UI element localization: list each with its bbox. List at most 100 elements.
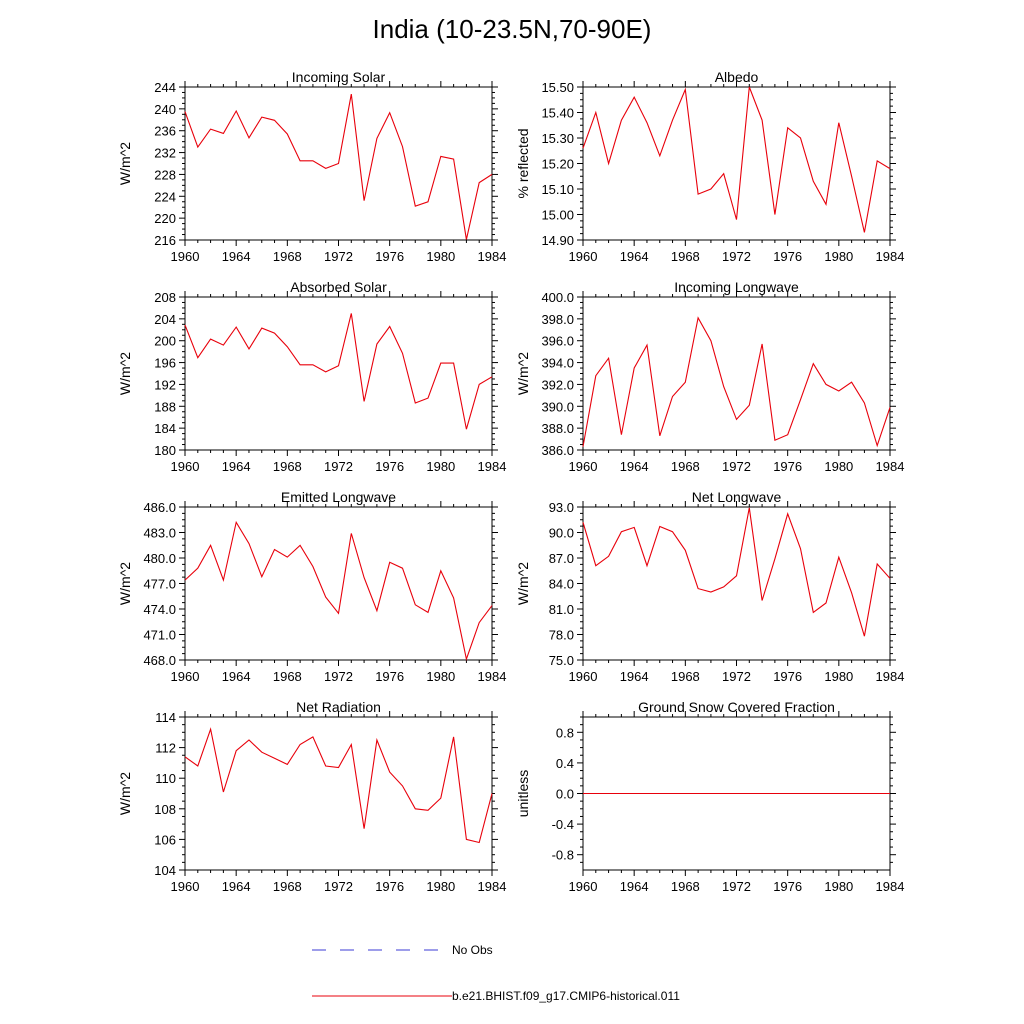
x-tick-label: 1976 (773, 669, 802, 684)
y-tick-label: 240 (154, 102, 176, 117)
y-axis-label: W/m^2 (515, 352, 531, 395)
y-axis-label: W/m^2 (515, 562, 531, 605)
y-tick-label: 15.00 (541, 208, 574, 223)
y-tick-label: 81.0 (549, 602, 574, 617)
x-tick-label: 1972 (722, 459, 751, 474)
plot-frame (184, 716, 493, 871)
x-tick-label: 1968 (671, 459, 700, 474)
series-line (582, 507, 891, 637)
series-line (184, 94, 493, 240)
x-tick-label: 1980 (824, 459, 853, 474)
legend-model-label: b.e21.BHIST.f09_g17.CMIP6-historical.011 (452, 989, 680, 1003)
y-tick-label: 236 (154, 124, 176, 139)
y-tick-label: 204 (154, 312, 176, 327)
x-tick-label: 1984 (478, 249, 507, 264)
x-tick-label: 1960 (569, 879, 598, 894)
x-tick-label: 1972 (722, 669, 751, 684)
x-tick-label: 1980 (426, 249, 455, 264)
x-tick-label: 1964 (222, 459, 251, 474)
y-tick-label: 15.30 (541, 131, 574, 146)
y-tick-label: 468.0 (143, 653, 176, 668)
y-tick-label: 474.0 (143, 602, 176, 617)
y-tick-label: 208 (154, 290, 176, 305)
y-tick-label: 106 (154, 832, 176, 847)
y-tick-label: 224 (154, 189, 176, 204)
y-tick-label: 15.40 (541, 106, 574, 121)
panel-title: Absorbed Solar (290, 279, 387, 295)
y-tick-label: 0.8 (556, 725, 574, 740)
series-line (582, 316, 891, 448)
x-tick-label: 1960 (171, 669, 200, 684)
y-tick-label: 0.4 (556, 756, 574, 771)
x-tick-label: 1968 (273, 879, 302, 894)
y-tick-label: 188 (154, 399, 176, 414)
x-tick-label: 1976 (773, 459, 802, 474)
figure-title: India (10-23.5N,70-90E) (372, 14, 652, 44)
series-line (184, 313, 493, 430)
y-axis-label: W/m^2 (117, 562, 133, 605)
x-tick-label: 1984 (876, 459, 905, 474)
y-tick-label: 400.0 (541, 290, 574, 305)
x-tick-label: 1964 (620, 249, 649, 264)
y-tick-label: 480.0 (143, 551, 176, 566)
y-tick-label: 483.0 (143, 526, 176, 541)
x-tick-label: 1976 (773, 249, 802, 264)
y-tick-label: 78.0 (549, 628, 574, 643)
y-tick-label: 390.0 (541, 399, 574, 414)
x-tick-label: 1976 (375, 459, 404, 474)
y-tick-label: 228 (154, 167, 176, 182)
series-line (582, 86, 891, 233)
y-tick-label: 15.20 (541, 157, 574, 172)
y-tick-label: 220 (154, 211, 176, 226)
y-axis-label: W/m^2 (117, 352, 133, 395)
y-tick-label: 398.0 (541, 312, 574, 327)
x-tick-label: 1964 (222, 669, 251, 684)
x-tick-label: 1984 (478, 879, 507, 894)
x-tick-label: 1964 (620, 669, 649, 684)
x-tick-label: 1984 (876, 879, 905, 894)
x-tick-label: 1972 (722, 879, 751, 894)
x-tick-label: 1960 (569, 669, 598, 684)
y-tick-label: 216 (154, 233, 176, 248)
panel-title: Albedo (715, 69, 759, 85)
x-tick-label: 1968 (671, 669, 700, 684)
chart-net-longwave: Net Longwave W/m^2 75.0 78.0 81.0 84.0 87.0 90.… (515, 489, 904, 684)
x-tick-label: 1976 (773, 879, 802, 894)
chart-panels: Incoming Solar W/m^2 216 220 224 228 232 236 240… (117, 69, 904, 894)
x-tick-label: 1984 (478, 459, 507, 474)
y-tick-label: -0.8 (552, 848, 574, 863)
x-tick-label: 1964 (620, 879, 649, 894)
chart-albedo: Albedo % reflected 14.90 15.00 15.10 15.20 15.… (515, 69, 904, 264)
y-tick-label: 114 (155, 710, 176, 725)
x-tick-label: 1984 (876, 249, 905, 264)
x-tick-label: 1960 (569, 459, 598, 474)
y-tick-label: 196 (154, 356, 176, 371)
x-tick-label: 1960 (569, 249, 598, 264)
plot-frame (184, 506, 493, 661)
x-tick-label: 1960 (171, 459, 200, 474)
panel-title: Ground Snow Covered Fraction (638, 699, 835, 715)
y-tick-label: 396.0 (541, 334, 574, 349)
y-tick-label: 388.0 (541, 421, 574, 436)
y-tick-label: 75.0 (549, 653, 574, 668)
y-tick-label: 15.50 (541, 80, 574, 95)
y-tick-label: 244 (154, 80, 176, 95)
y-tick-label: 184 (154, 421, 176, 436)
y-tick-label: 90.0 (549, 526, 574, 541)
chart-absorbed-solar: Absorbed Solar W/m^2 180 184 188 192 196 200 204… (117, 279, 506, 474)
series-line (184, 727, 493, 844)
x-tick-label: 1976 (375, 879, 404, 894)
y-tick-label: 192 (154, 377, 176, 392)
x-tick-label: 1968 (273, 459, 302, 474)
x-tick-label: 1960 (171, 249, 200, 264)
y-tick-label: 93.0 (549, 500, 574, 515)
plot-frame (184, 296, 493, 451)
y-tick-label: 108 (154, 802, 176, 817)
x-tick-label: 1964 (620, 459, 649, 474)
x-tick-label: 1972 (324, 249, 353, 264)
panel-title: Incoming Solar (292, 69, 386, 85)
x-tick-label: 1972 (324, 879, 353, 894)
x-tick-label: 1964 (222, 879, 251, 894)
x-tick-label: 1976 (375, 669, 404, 684)
